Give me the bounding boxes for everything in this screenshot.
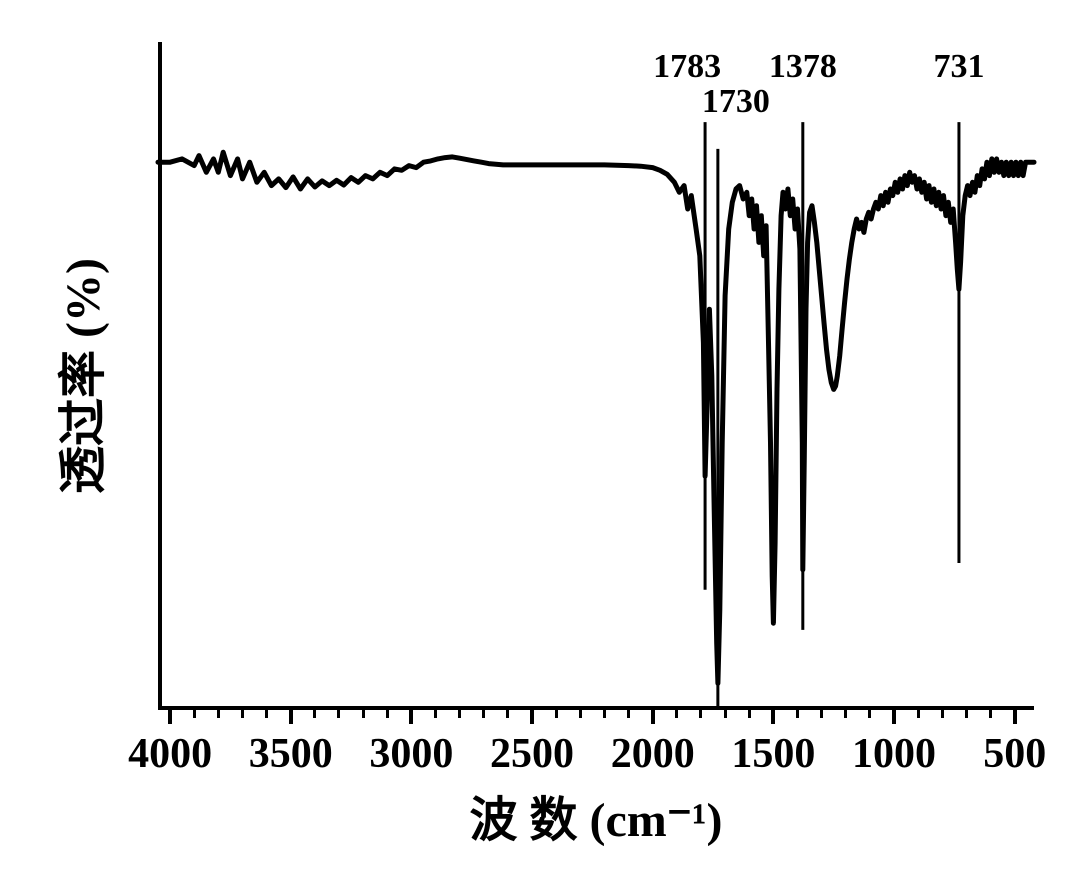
peak-label: 1783 [653, 48, 721, 86]
x-minor-tick [386, 710, 389, 718]
x-major-tick [409, 710, 413, 724]
x-tick-label: 4000 [128, 730, 212, 778]
x-tick-label: 3500 [249, 730, 333, 778]
x-minor-tick [627, 710, 630, 718]
x-tick-label: 2500 [490, 730, 574, 778]
x-tick-label: 3000 [369, 730, 453, 778]
x-minor-tick [724, 710, 727, 718]
x-minor-tick [820, 710, 823, 718]
x-minor-tick [941, 710, 944, 718]
peak-label: 1378 [769, 48, 837, 86]
x-minor-tick [555, 710, 558, 718]
x-minor-tick [434, 710, 437, 718]
peak-label: 731 [933, 48, 984, 86]
x-minor-tick [917, 710, 920, 718]
x-minor-tick [458, 710, 461, 718]
ir-spectrum-chart: 透过率 (%) 波 数 (cm⁻¹) 400035003000250020001… [0, 0, 1082, 885]
x-minor-tick [265, 710, 268, 718]
x-minor-tick [844, 710, 847, 718]
x-tick-label: 1000 [852, 730, 936, 778]
x-tick-label: 1500 [731, 730, 815, 778]
x-minor-tick [313, 710, 316, 718]
x-major-tick [651, 710, 655, 724]
x-tick-label: 2000 [611, 730, 695, 778]
x-minor-tick [675, 710, 678, 718]
peak-label: 1730 [702, 83, 770, 121]
x-minor-tick [337, 710, 340, 718]
x-minor-tick [965, 710, 968, 718]
x-minor-tick [241, 710, 244, 718]
x-minor-tick [868, 710, 871, 718]
x-major-tick [1013, 710, 1017, 724]
x-minor-tick [506, 710, 509, 718]
x-major-tick [892, 710, 896, 724]
x-major-tick [530, 710, 534, 724]
x-tick-label: 500 [983, 730, 1046, 778]
x-minor-tick [482, 710, 485, 718]
x-minor-tick [193, 710, 196, 718]
x-minor-tick [217, 710, 220, 718]
x-minor-tick [699, 710, 702, 718]
x-major-tick [771, 710, 775, 724]
x-major-tick [289, 710, 293, 724]
x-minor-tick [579, 710, 582, 718]
x-minor-tick [796, 710, 799, 718]
x-minor-tick [603, 710, 606, 718]
x-minor-tick [748, 710, 751, 718]
x-minor-tick [362, 710, 365, 718]
x-major-tick [168, 710, 172, 724]
x-minor-tick [989, 710, 992, 718]
